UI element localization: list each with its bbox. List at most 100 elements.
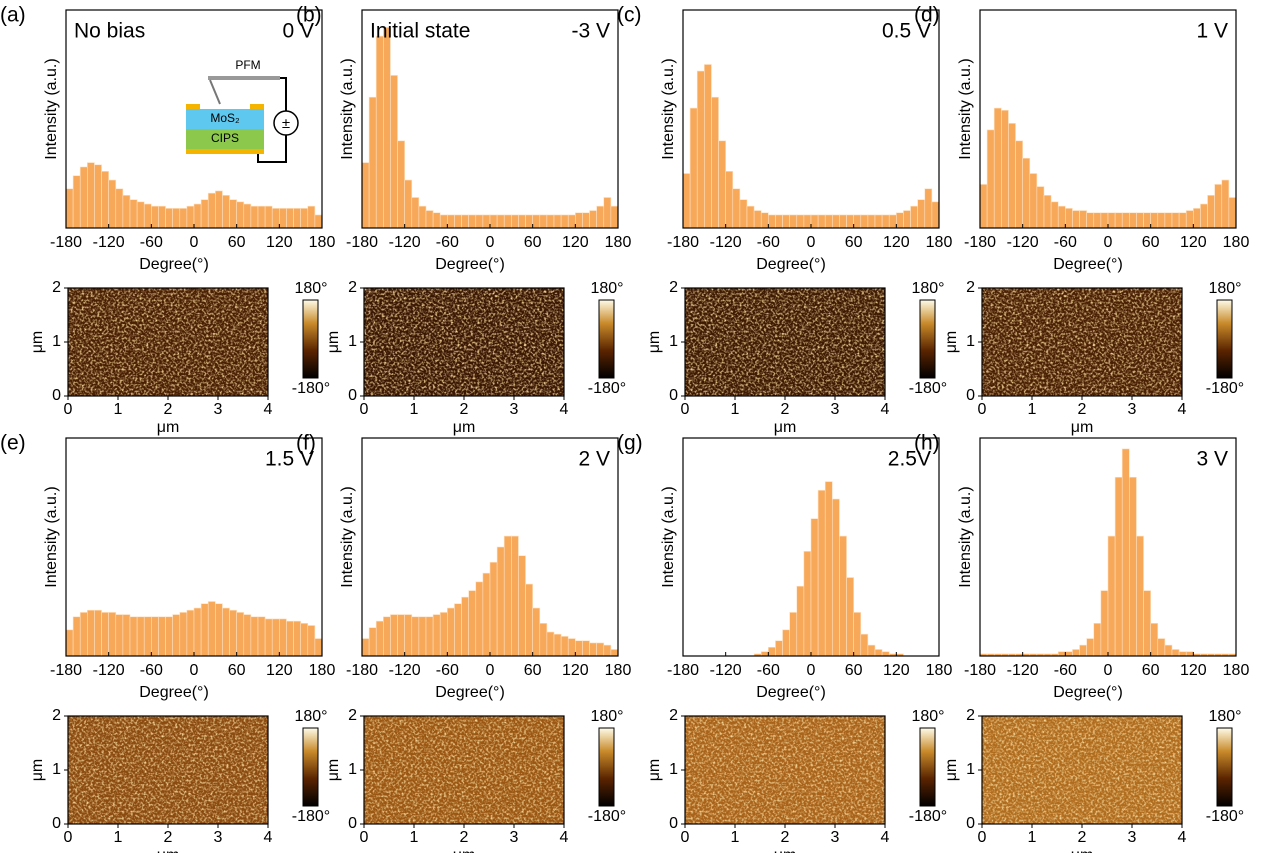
- x-tick-label: 120: [562, 234, 589, 251]
- x-axis-label: Degree(°): [435, 256, 505, 273]
- x-tick-label: 1: [114, 401, 123, 418]
- x-tick-label: 4: [560, 829, 569, 846]
- bar: [1150, 212, 1159, 229]
- bar: [489, 214, 498, 229]
- phase-map-texture: [982, 288, 1182, 396]
- bar: [775, 640, 783, 657]
- bar: [589, 210, 597, 229]
- colorbar-label: 180°: [294, 708, 327, 725]
- bar: [243, 614, 252, 657]
- bar: [418, 205, 427, 229]
- x-tick-label: 0: [978, 829, 987, 846]
- y-tick-label: 1: [348, 333, 357, 350]
- bar: [810, 518, 819, 657]
- y-tick-label: 1: [669, 761, 678, 778]
- colorbar-label: -180°: [588, 808, 626, 825]
- x-axis-label: Degree(°): [1053, 684, 1123, 701]
- y-tick-label: 2: [52, 279, 61, 296]
- bar: [1136, 212, 1144, 229]
- bar: [1029, 173, 1038, 229]
- bar: [293, 620, 301, 657]
- x-tick-label: -60: [140, 662, 163, 679]
- bar: [257, 205, 266, 229]
- x-tick-label: -180: [346, 234, 378, 251]
- bar: [200, 199, 209, 229]
- y-axis-label: Intensity (a.u.): [43, 58, 60, 159]
- bar: [518, 555, 526, 657]
- panel-label: (d): [914, 4, 940, 27]
- bottom-electrode: [186, 149, 264, 154]
- bar: [418, 616, 427, 657]
- bar: [1200, 203, 1208, 229]
- x-tick-label: -60: [757, 662, 780, 679]
- panel-label: (g): [617, 432, 643, 455]
- bar: [461, 214, 469, 229]
- x-tick-label: -120: [93, 662, 125, 679]
- bar: [546, 631, 555, 657]
- bar: [610, 205, 619, 229]
- colorbar-label: 180°: [1208, 708, 1241, 725]
- bar: [293, 208, 301, 229]
- bar: [993, 107, 1002, 229]
- x-tick-label: 4: [560, 401, 569, 418]
- bar: [732, 188, 741, 229]
- bar: [874, 214, 883, 229]
- bar: [361, 638, 370, 657]
- bar: [1036, 186, 1045, 229]
- x-tick-label: -180: [667, 662, 699, 679]
- bar: [503, 214, 512, 229]
- bar: [1093, 212, 1102, 229]
- colorbar: [598, 299, 615, 379]
- y-tick-label: 1: [348, 761, 357, 778]
- bar: [596, 642, 605, 657]
- colorbar-label: -180°: [292, 808, 330, 825]
- bar: [1121, 212, 1130, 229]
- bar: [511, 214, 519, 229]
- bar: [553, 214, 562, 229]
- bar: [888, 214, 897, 229]
- y-tick-label: 1: [52, 761, 61, 778]
- bar: [575, 212, 583, 229]
- bar: [454, 603, 462, 657]
- y-tick-label: 0: [966, 387, 975, 404]
- bar: [383, 27, 391, 229]
- bar: [839, 535, 847, 657]
- annotation: -3 V: [571, 20, 610, 43]
- x-tick-label: -120: [389, 662, 421, 679]
- bar: [589, 642, 597, 657]
- panel-label: (b): [296, 4, 322, 27]
- x-tick-label: 3: [831, 401, 840, 418]
- y-axis-label: μm: [646, 331, 663, 354]
- x-tick-label: 0: [360, 401, 369, 418]
- x-axis-label: Degree(°): [139, 684, 209, 701]
- x-tick-label: 1: [1028, 401, 1037, 418]
- y-tick-label: 0: [348, 387, 357, 404]
- bar: [582, 640, 590, 657]
- bar: [404, 179, 413, 229]
- bar: [439, 214, 448, 229]
- x-tick-label: 60: [228, 662, 246, 679]
- x-tick-label: -60: [757, 234, 780, 251]
- bar: [375, 35, 384, 229]
- bar: [65, 629, 74, 657]
- bar: [1178, 651, 1187, 657]
- bar: [136, 201, 145, 229]
- y-tick-label: 1: [669, 333, 678, 350]
- bar: [361, 162, 370, 229]
- x-tick-label: 3: [1128, 401, 1137, 418]
- x-axis-label: μm: [1071, 847, 1094, 853]
- bar: [243, 203, 252, 229]
- bar: [94, 164, 102, 229]
- colorbar-label: 180°: [590, 708, 623, 725]
- bar: [1065, 208, 1073, 229]
- y-tick-label: 2: [966, 707, 975, 724]
- bar: [250, 616, 259, 657]
- x-axis-label: μm: [774, 847, 797, 853]
- phase-map-texture: [982, 716, 1182, 824]
- x-tick-label: 0: [64, 829, 73, 846]
- circuit: [257, 135, 287, 163]
- x-tick-label: 4: [1178, 401, 1187, 418]
- bar: [390, 75, 398, 229]
- x-tick-label: 0: [360, 829, 369, 846]
- x-axis-label: Degree(°): [756, 684, 826, 701]
